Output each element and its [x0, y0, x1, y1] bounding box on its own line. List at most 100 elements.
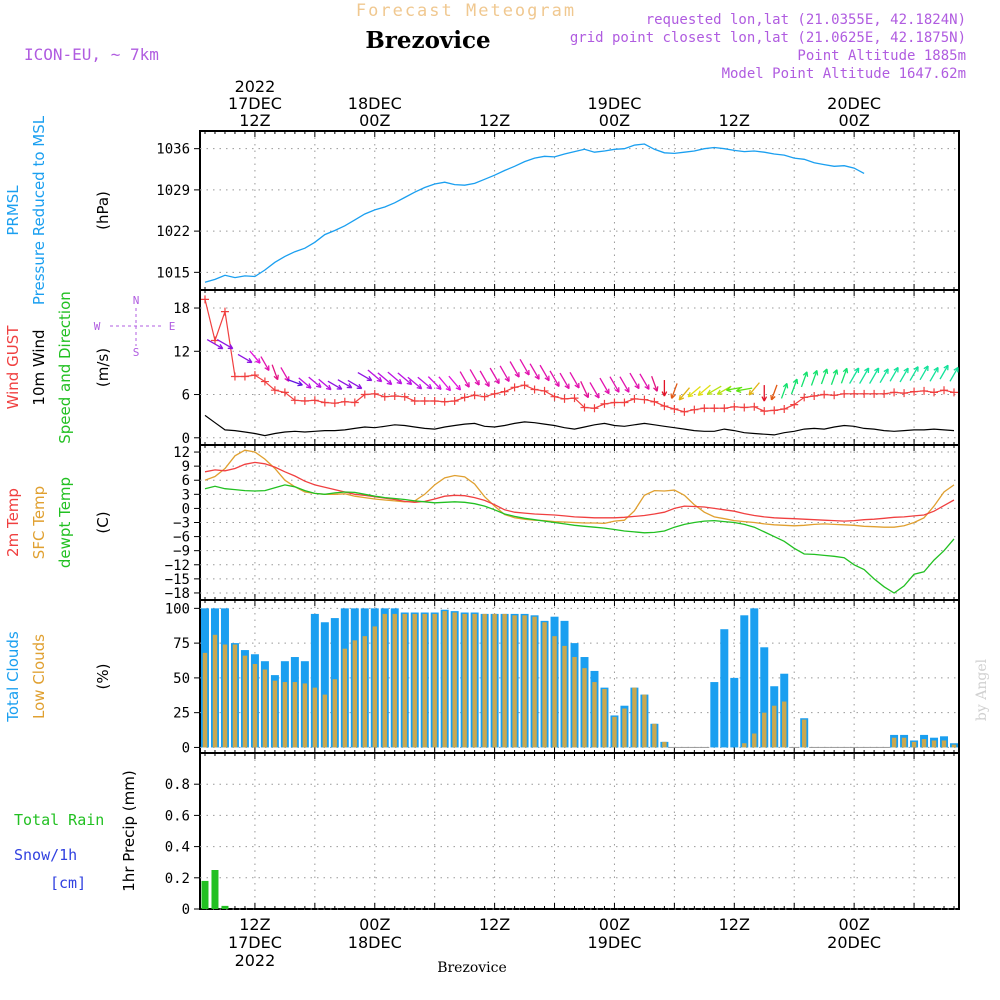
wind-arrow — [697, 384, 711, 396]
gust-marker — [580, 403, 589, 412]
low-cloud-bar — [592, 682, 597, 748]
wind-arrow — [549, 370, 560, 387]
gust-marker — [420, 397, 429, 406]
gust-marker — [300, 397, 309, 406]
clouds-side-label: Low Clouds — [30, 634, 48, 719]
wind-arrow — [671, 383, 678, 399]
low-cloud-bar — [242, 655, 248, 748]
low-cloud-bar — [652, 723, 657, 748]
low-cloud-bar — [382, 613, 387, 748]
bottom-axis-hour: 12Z — [239, 915, 270, 934]
low-cloud-bar — [462, 613, 467, 748]
temperature-ytick-label: −6 — [173, 530, 190, 546]
top-axis-year: 2022 — [235, 77, 276, 96]
top-axis-date: 17DEC — [228, 94, 282, 113]
clouds-ytick-label: 25 — [173, 706, 190, 722]
gust-marker — [290, 396, 299, 405]
pressure-unit-label: (hPa) — [94, 191, 112, 230]
gust-marker — [320, 398, 329, 407]
gust-marker — [280, 388, 289, 397]
watermark: by Angel — [974, 658, 990, 721]
wind-arrow-head — [933, 366, 939, 373]
low-cloud-bar — [392, 613, 397, 748]
wind-arrow-head — [396, 378, 403, 385]
gust-marker — [520, 381, 529, 390]
wind-arrow-head — [903, 367, 909, 374]
wind-arrow-head — [614, 387, 620, 393]
requested-coords: requested lon,lat (21.0355E, 42.1824N) — [646, 12, 966, 28]
low-cloud-bar — [931, 740, 937, 748]
wind-arrow — [438, 376, 451, 392]
gust-marker — [370, 389, 379, 398]
low-cloud-bar — [752, 733, 757, 748]
gust-marker — [630, 394, 639, 403]
wind-ytick-label: 0 — [182, 431, 190, 447]
gust-marker — [340, 397, 349, 406]
wind-arrow-head — [474, 379, 480, 386]
wind-arrow-head — [436, 384, 442, 390]
wind-arrow-head — [264, 365, 270, 372]
top-axis-date: 19DEC — [587, 94, 641, 113]
wind-arrow-head — [315, 382, 322, 389]
wind-arrow — [629, 372, 640, 389]
precip-frame — [199, 752, 960, 910]
low-cloud-bar — [742, 743, 747, 748]
low-cloud-bar — [552, 636, 557, 748]
top-axis-date: 20DEC — [827, 94, 881, 113]
precip-snow-label: Snow/1h — [14, 846, 77, 864]
low-cloud-bar — [492, 613, 497, 748]
clouds-ytick-label: 75 — [173, 636, 190, 652]
top-axis-hour: 12Z — [239, 111, 270, 130]
wind-arrow — [519, 359, 530, 376]
wind-arrow — [397, 372, 413, 385]
model-altitude: Model Point Altitude 1647.62m — [722, 66, 966, 82]
bottom-axis-hour: 00Z — [599, 915, 630, 934]
pressure-ytick-label: 1036 — [156, 142, 190, 158]
panel-precip: 0 0.2 0.4 0.6 0.8 Total Rain Snow/1h [cm] 1hr Pr… — [14, 752, 960, 918]
wind-arrow — [899, 367, 909, 383]
wind-arrow-head — [706, 389, 713, 395]
wind-frame — [199, 289, 960, 446]
wind-arrow-head — [893, 366, 899, 373]
gust-marker — [500, 387, 509, 396]
low-cloud-bar — [891, 737, 897, 748]
wind-arrow — [840, 368, 848, 384]
wind-arrow-head — [634, 383, 640, 390]
wind-arrow-head — [661, 391, 668, 397]
low-cloud-bar — [332, 679, 338, 748]
low-cloud-bar — [412, 613, 417, 748]
panels: 1015 1022 1029 1036 PRMSL Pressure Reduced to… — [4, 115, 960, 918]
wind-arrow — [820, 368, 828, 385]
low-cloud-bar — [602, 689, 607, 748]
precip-ytick-label: 0 — [182, 902, 190, 918]
model-name: ICON-EU, ~ 7km — [24, 45, 159, 64]
bottom-axis-hour: 00Z — [838, 915, 869, 934]
wind-arrow — [639, 373, 650, 390]
gust-marker — [430, 397, 439, 406]
low-cloud-bar — [432, 613, 437, 748]
wind-arrow — [347, 379, 363, 390]
wind-side-label: Speed and Direction — [56, 291, 74, 444]
gust-marker — [560, 394, 569, 403]
gust-marker — [880, 389, 889, 398]
gust-marker — [250, 371, 259, 380]
wind-side-label: Wind GUST — [4, 325, 22, 410]
precip-unit-label: 1hr Precip (mm) — [120, 770, 138, 891]
temperature-ytick-label: 9 — [182, 459, 190, 475]
gust-marker — [270, 386, 279, 395]
wind-arrow — [580, 381, 589, 398]
total-cloud-bar — [740, 615, 749, 748]
wind-arrow-head — [792, 378, 799, 385]
wind-arrow-head — [883, 368, 889, 374]
low-cloud-bar — [532, 616, 537, 748]
low-cloud-bar — [762, 712, 767, 748]
wind-arrow-head — [653, 386, 659, 392]
gust-marker — [440, 397, 449, 406]
wind-arrow-head — [386, 379, 393, 386]
wind-arrow — [687, 386, 701, 398]
temperature-ytick-label: 12 — [173, 445, 190, 461]
low-cloud-bar — [951, 744, 957, 748]
wind-arrow — [459, 371, 470, 388]
gust-marker — [780, 404, 789, 413]
top-axis-hour: 00Z — [359, 111, 390, 130]
